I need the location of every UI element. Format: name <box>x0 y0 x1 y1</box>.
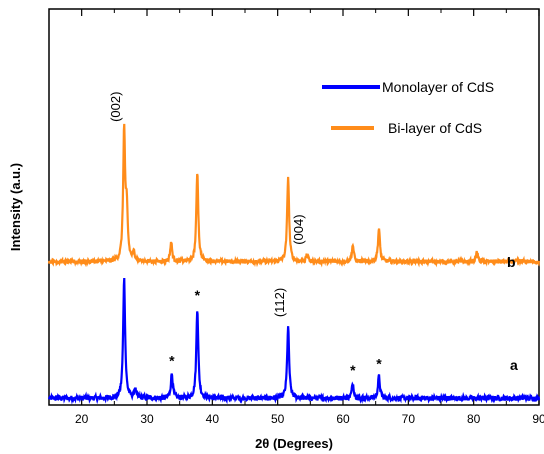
plot-frame <box>48 8 540 406</box>
x-tick-label-80: 80 <box>467 412 481 426</box>
peak-label-0-4: (112) <box>272 288 287 317</box>
x-tick-label-60: 60 <box>336 412 350 426</box>
series-label-a: a <box>510 357 518 373</box>
x-tick-label-70: 70 <box>402 412 416 426</box>
x-tick-label-30: 30 <box>140 412 154 426</box>
x-tick-label-90: 90 <box>532 412 544 426</box>
peak-marker-0-3: * <box>195 287 201 303</box>
x-tick-label-50: 50 <box>271 412 285 426</box>
series-line-1 <box>47 123 541 268</box>
peak-label-1-6: (004) <box>291 214 306 244</box>
y-axis-title: Intensity (a.u.) <box>8 163 23 251</box>
peak-marker-0-6: * <box>376 355 382 371</box>
series-label-b: b <box>507 254 516 270</box>
legend-label-monolayer: Monolayer of CdS <box>382 79 494 95</box>
peak-marker-0-5: * <box>350 362 356 378</box>
x-tick-label-40: 40 <box>206 412 220 426</box>
legend-label-bilayer: Bi-layer of CdS <box>388 120 482 136</box>
series-line-0 <box>47 277 541 405</box>
series-group <box>47 123 541 405</box>
annotation-group: * * (112) * * (002) (004) <box>108 92 382 379</box>
tick-group: 20 30 40 50 60 70 80 90 <box>48 9 544 426</box>
legend: Monolayer of CdS Bi-layer of CdS <box>322 79 494 136</box>
x-axis-title: 2θ (Degrees) <box>255 436 333 451</box>
x-tick-label-20: 20 <box>75 412 89 426</box>
peak-label-1-0: (002) <box>108 92 123 122</box>
peak-marker-0-2: * <box>169 353 175 369</box>
